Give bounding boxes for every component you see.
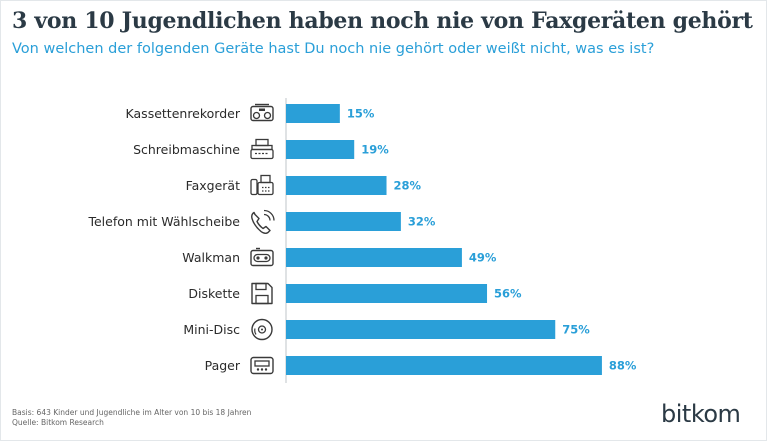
value-label: 19% [361, 143, 389, 157]
bar [286, 356, 602, 375]
value-label: 88% [609, 359, 637, 373]
chart-subtitle: Von welchen der folgenden Geräte hast Du… [12, 41, 655, 57]
cassette-recorder-icon [250, 103, 274, 122]
footer-source: Quelle: Bitkom Research [12, 418, 104, 427]
category-label: Telefon mit Wählscheibe [87, 214, 240, 229]
footer-basis: Basis: 643 Kinder und Jugendliche im Alt… [12, 408, 252, 417]
bitkom-logo: bitkom [661, 400, 741, 428]
category-label: Diskette [188, 286, 240, 301]
fax-icon [250, 174, 274, 196]
bar [286, 176, 387, 195]
bar [286, 104, 340, 123]
value-label: 49% [469, 251, 497, 265]
category-label: Mini-Disc [183, 322, 240, 337]
bar [286, 248, 462, 267]
value-label: 28% [394, 179, 422, 193]
value-label: 32% [408, 215, 436, 229]
category-label: Pager [205, 358, 241, 373]
pager-icon [250, 356, 274, 375]
bar [286, 320, 556, 339]
floppy-disk-icon [251, 282, 273, 305]
value-label: 56% [494, 287, 522, 301]
footer: Basis: 643 Kinder und Jugendliche im Alt… [12, 408, 251, 428]
bar [286, 212, 401, 231]
chart-title: 3 von 10 Jugendlichen haben noch nie von… [12, 8, 753, 34]
category-label: Schreibmaschine [133, 142, 240, 157]
bar [286, 284, 488, 303]
category-label: Walkman [182, 250, 240, 265]
walkman-icon [250, 247, 274, 267]
value-label: 15% [347, 107, 375, 121]
rotary-phone-icon [251, 209, 275, 234]
minidisc-icon [251, 318, 273, 341]
bar [286, 140, 355, 159]
value-label: 75% [562, 323, 590, 337]
typewriter-icon [250, 138, 274, 160]
category-label: Faxgerät [186, 178, 241, 193]
category-label: Kassettenrekorder [126, 106, 241, 121]
